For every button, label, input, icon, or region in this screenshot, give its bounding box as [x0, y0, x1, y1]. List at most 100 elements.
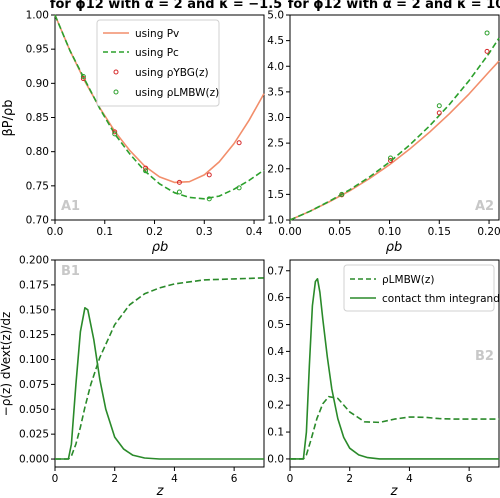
y-tick-label: 0.5 [267, 319, 284, 331]
y-tick-label: 0.1 [267, 427, 284, 439]
data-point [206, 196, 212, 202]
panel-a1: for ϕ12 with α = 2 and κ = −1.5 0.0 0.1 0.… [26, 0, 283, 238]
y-tick-label: 0.100 [19, 354, 49, 366]
y-tick-label: 4.0 [267, 61, 284, 73]
x-tick-label: 0.3 [196, 226, 213, 238]
panel-b2: 0 2 4 6 0.0 0.1 0.2 0.3 0.4 0.5 0.6 0.7 B2 ρLMBW(z)… [267, 259, 500, 485]
panel-a1-legend: using Pv using Pc using ρYBG(z) using ρL… [96, 19, 220, 107]
panel-a2-ticks: 0.00 0.05 0.10 0.15 0.20 1.0 1.5 2.0 2.5 3.0 3.5 4.… [267, 10, 500, 239]
y-tick-label: 3.5 [267, 86, 284, 98]
data-point [206, 172, 212, 178]
y-tick-label: 0.025 [19, 429, 49, 441]
y-tick-label: 0.075 [19, 379, 49, 391]
legend-a1-pv-label: using Pv [135, 28, 179, 40]
panel-b2-legend: ρLMBW(z) contact thm integrand [343, 264, 500, 312]
series-line [289, 37, 500, 221]
legend-b2-box [343, 264, 495, 312]
x-tick-label: 2 [111, 473, 118, 485]
data-point [339, 191, 345, 197]
y-tick-label: 2.0 [267, 163, 284, 175]
data-point [436, 110, 442, 116]
panel-a2-frame [289, 14, 500, 221]
x-tick-label: 4 [406, 473, 413, 485]
panel-a2: for ϕ12 with α = 2 and κ = 10 0.00 0.05 0.… [267, 0, 500, 238]
data-point [484, 48, 490, 54]
data-point [112, 131, 118, 137]
y-tick-label: 0.175 [19, 279, 49, 291]
data-point [143, 165, 149, 171]
y-tick-label: 0.2 [267, 400, 284, 412]
legend-b2-contact-label: contact thm integrand [382, 293, 500, 305]
legend-b2-lmbw-label: ρLMBW(z) [382, 274, 435, 286]
x-tick-label: 0.05 [328, 226, 351, 238]
y-tick-label: 3.0 [267, 112, 284, 124]
y-tick-label: 0.150 [19, 304, 49, 316]
series-line [55, 307, 264, 460]
y-tick-label: 0.4 [267, 346, 284, 358]
data-point [80, 74, 86, 79]
y-tick-label: 0.85 [26, 112, 49, 124]
data-point [112, 129, 118, 135]
data-point [176, 189, 182, 195]
panel-a2-label: A2 [475, 199, 494, 214]
data-point [80, 76, 86, 82]
x-tick-label: 0 [287, 473, 294, 485]
series-line [55, 277, 265, 460]
y-axis-label-top: βP/ρb [1, 99, 16, 136]
y-axis-label-bottom: −ρ(z) dVext(z)/dz [0, 312, 13, 417]
y-tick-label: 1.00 [26, 10, 49, 22]
y-tick-label: 1.0 [267, 215, 284, 227]
x-tick-label: 0.2 [146, 226, 163, 238]
y-tick-label: 0.90 [26, 78, 49, 90]
y-tick-label: 0.0 [267, 453, 284, 465]
x-tick-label: 6 [466, 473, 473, 485]
x-tick-label: 0.4 [246, 226, 263, 238]
y-tick-label: 0.200 [19, 255, 49, 267]
series-line [289, 60, 500, 221]
panel-b1-label: B1 [61, 264, 80, 279]
legend-a1-ybg-label: using ρYBG(z) [135, 67, 209, 79]
x-tick-label: 0.15 [428, 226, 451, 238]
panel-b1-ticks: 0 2 4 6 0.000 0.025 0.050 0.075 0.100 0.125 0.150 0… [19, 255, 238, 486]
series-line [54, 14, 265, 200]
panel-a1-title: for ϕ12 with α = 2 and κ = −1.5 [50, 0, 282, 12]
x-axis-label-a2: ρb [386, 240, 403, 255]
panel-a2-title: for ϕ12 with α = 2 and κ = 10 [288, 0, 500, 12]
y-tick-label: 0.000 [19, 454, 49, 466]
x-tick-label: 0.0 [47, 226, 64, 238]
legend-a1-lmbw-marker [113, 89, 119, 95]
x-axis-label-a1: ρb [152, 240, 169, 255]
y-tick-label: 0.3 [267, 373, 284, 385]
data-point [388, 158, 394, 164]
x-tick-label: 2 [346, 473, 353, 485]
y-tick-label: 0.6 [267, 292, 284, 304]
data-point [388, 155, 394, 161]
y-tick-label: 0.050 [19, 404, 49, 416]
panel-a2-series [289, 30, 500, 221]
y-tick-label: 2.5 [267, 138, 284, 150]
y-tick-label: 5.0 [267, 10, 284, 22]
data-point [436, 103, 442, 109]
series-line [290, 278, 499, 460]
panel-a1-label: A1 [61, 199, 80, 214]
y-tick-label: 0.75 [26, 180, 49, 192]
panel-a1-series [54, 14, 265, 202]
series-line [290, 395, 499, 460]
y-tick-label: 4.5 [267, 35, 284, 47]
data-point [236, 140, 242, 146]
x-tick-label: 0 [52, 473, 59, 485]
panel-b1-frame [54, 259, 265, 468]
x-tick-label: 0.20 [477, 226, 500, 238]
panel-b2-series [290, 278, 499, 460]
panel-b2-label: B2 [475, 349, 494, 364]
panel-b2-frame [289, 259, 500, 468]
data-point [143, 168, 149, 174]
x-tick-label: 0.1 [96, 226, 113, 238]
legend-a1-ybg-marker [113, 69, 119, 75]
x-axis-label-b2: z [390, 484, 399, 498]
y-tick-label: 1.5 [267, 189, 284, 201]
y-tick-label: 0.95 [26, 44, 49, 56]
x-tick-label: 0.10 [378, 226, 401, 238]
data-point [484, 30, 490, 36]
